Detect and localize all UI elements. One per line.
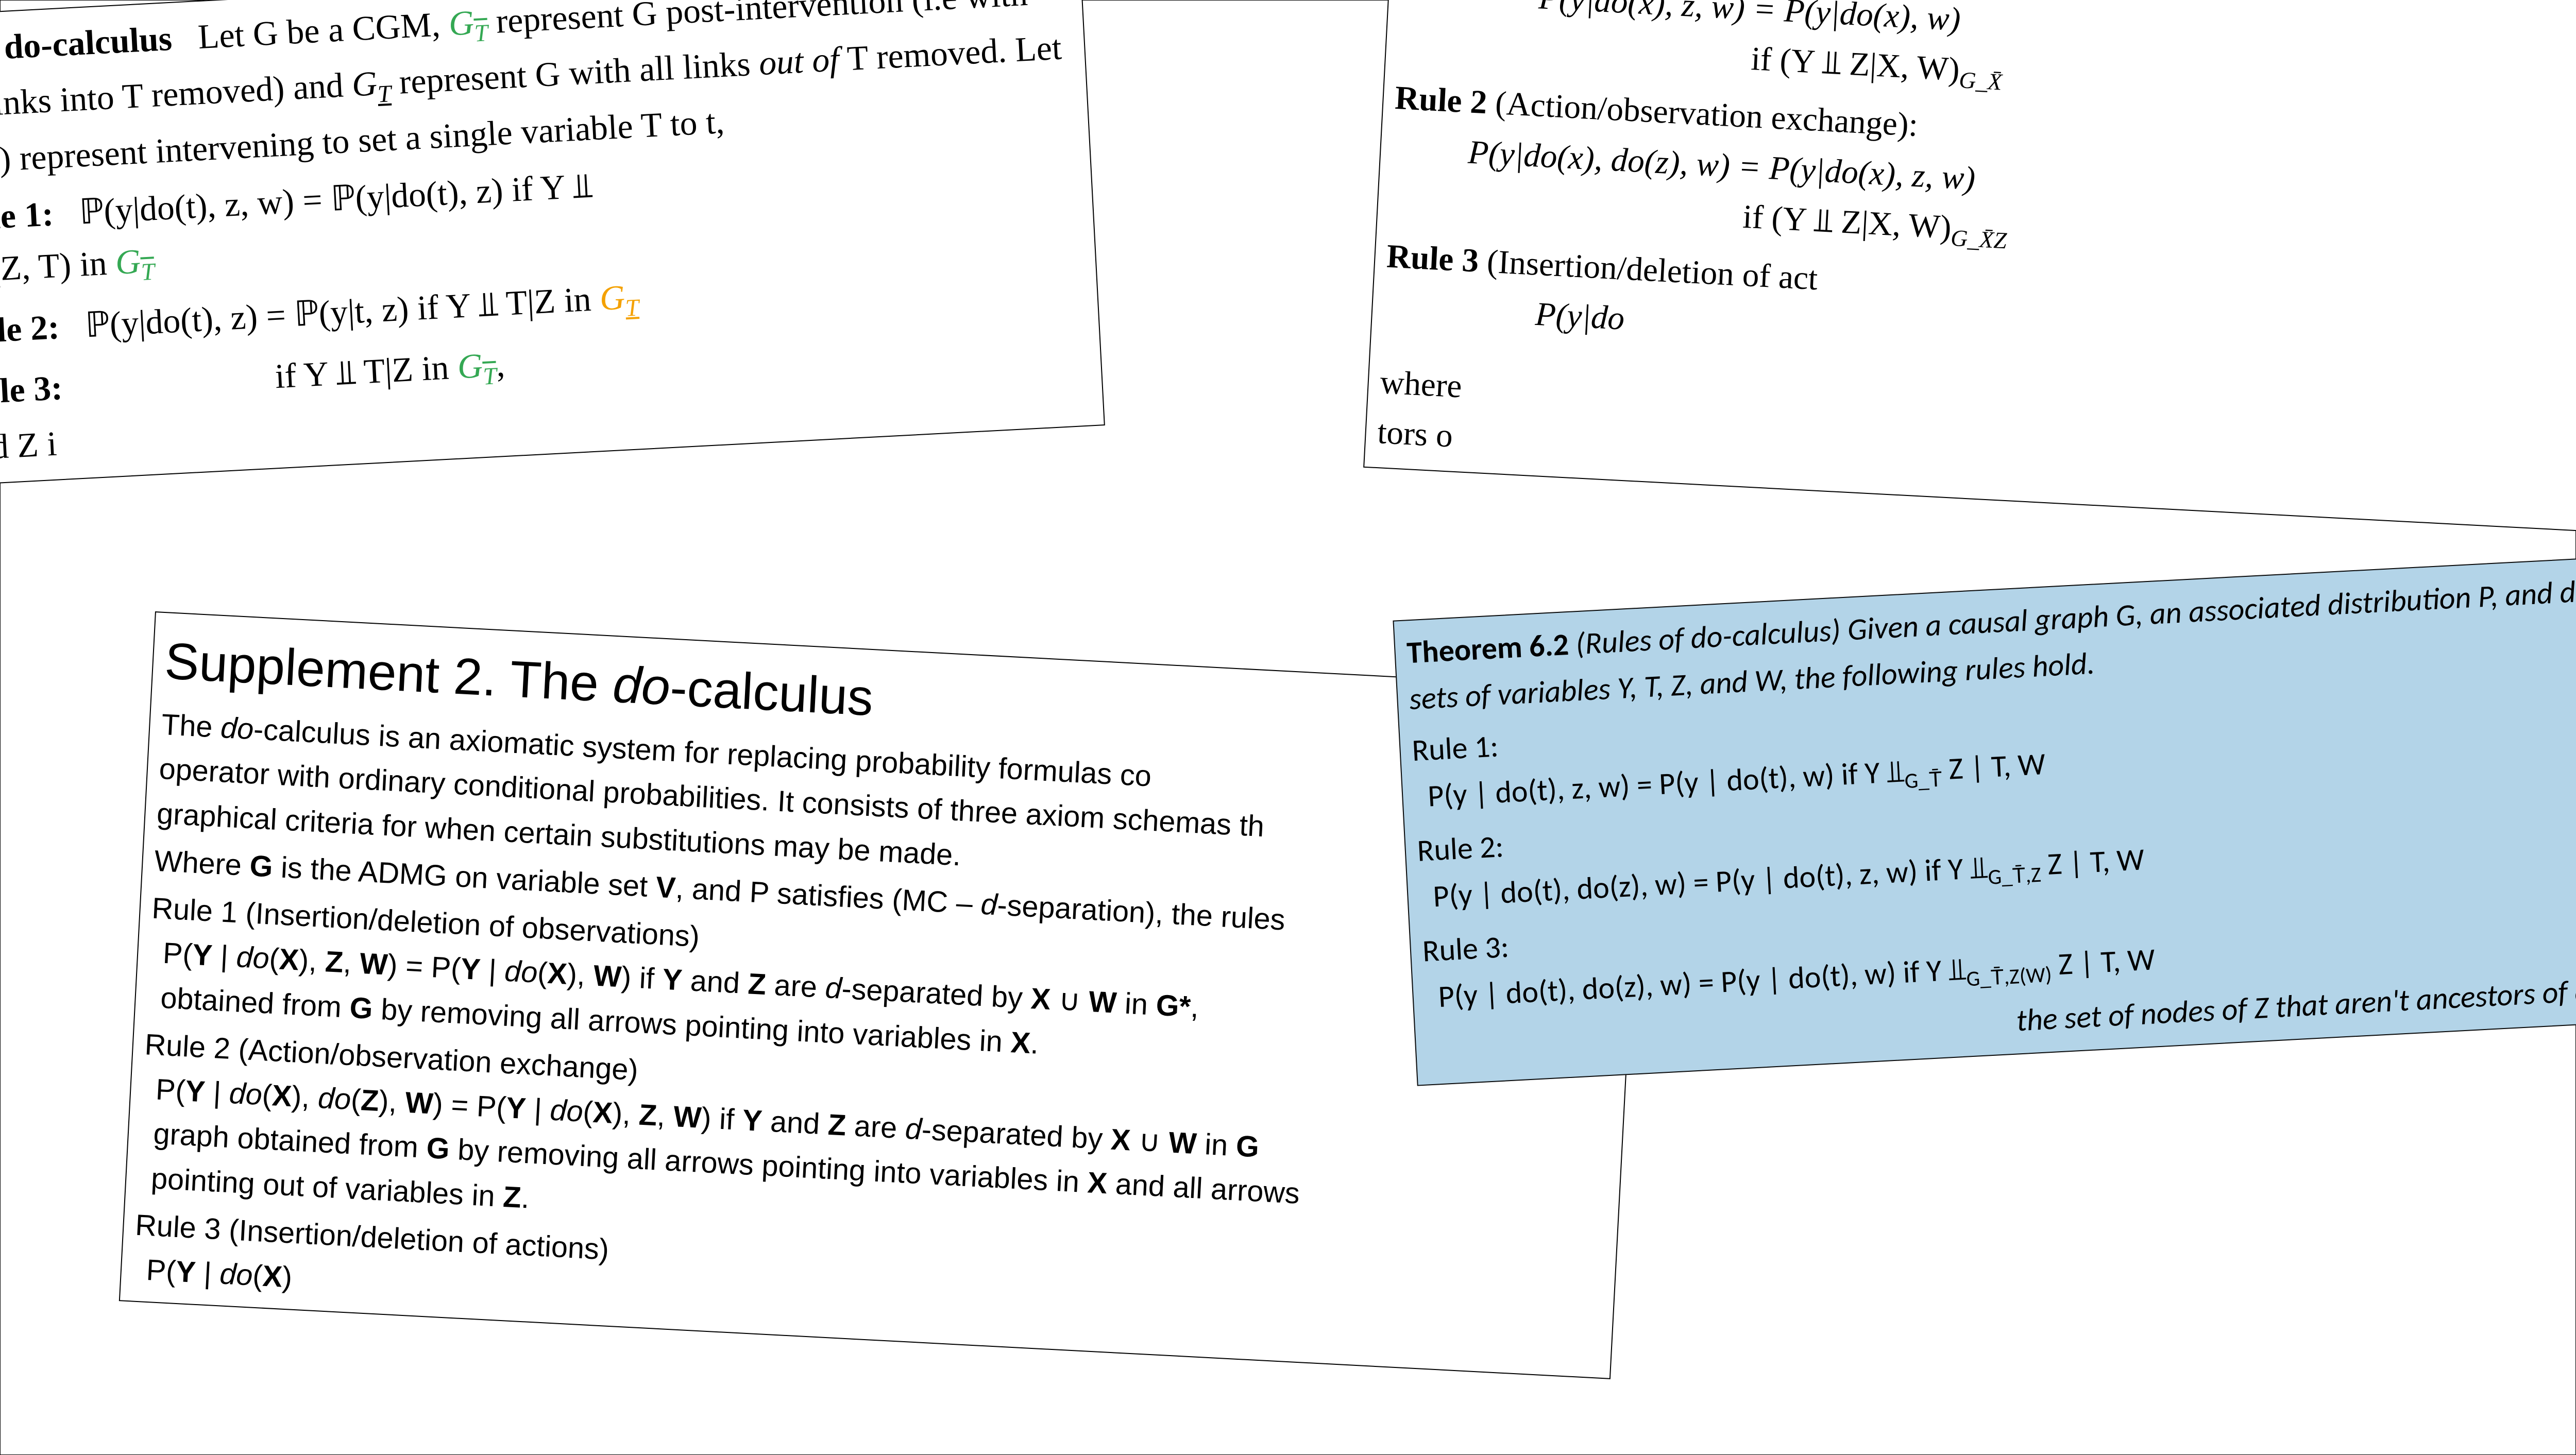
- rule2-graph-icon: GT: [599, 277, 639, 318]
- card-rules-numbered: Rule 1 (Insertion/deletion of observatio…: [1363, 0, 2576, 535]
- rule1-cond-text: W|(Z, T) in: [0, 244, 116, 291]
- stage: The do-calculus Let G be a CGM, GT repre…: [0, 0, 2576, 1455]
- rule1-label: Rule 1:: [0, 195, 55, 239]
- tr-rule3-paren: (Insertion/deletion of act: [1486, 243, 1818, 297]
- intro-lead: The do-calculus: [0, 19, 173, 70]
- blue-r1-label: Rule 1:: [1411, 727, 1499, 769]
- rule3-label: Rule 3:: [0, 368, 63, 413]
- outof: out of: [758, 40, 840, 83]
- rule3-frag: if Y ⫫ T|Z in: [274, 348, 459, 396]
- g-tbar-icon: GT: [448, 3, 488, 43]
- thm-label: Theorem 6.2: [1406, 626, 1570, 672]
- rule3-graph-icon: GT: [456, 346, 497, 386]
- blue-r2-label: Rule 2:: [1416, 828, 1504, 870]
- card-theorem-blue: Theorem 6.2 (Rules of do-calculus) Given…: [1393, 553, 2576, 1086]
- rule1-graph-icon: GT: [114, 242, 155, 282]
- blue-r3-label: Rule 3:: [1421, 928, 1510, 970]
- g-tunder: GT: [351, 63, 392, 104]
- intro-text-3: represent G with all links: [389, 44, 760, 102]
- tr-rule2-label: Rule 2: [1394, 79, 1488, 121]
- card-do-calculus-intro: The do-calculus Let G be a CGM, GT repre…: [0, 0, 1105, 486]
- rule2-label: Rule 2:: [0, 307, 60, 352]
- intro-text-1: Let G be a CGM,: [197, 5, 450, 56]
- tr-rule3-label: Rule 3: [1386, 237, 1480, 279]
